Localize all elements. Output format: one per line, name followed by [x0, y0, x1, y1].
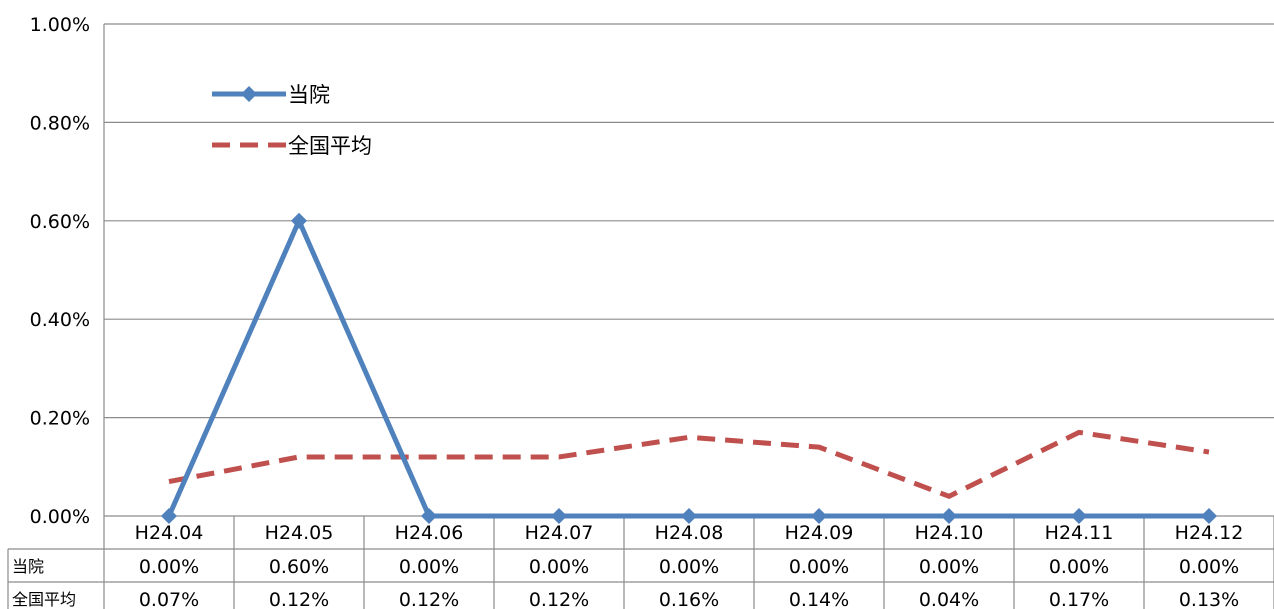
- x-category-label: H24.07: [525, 522, 594, 544]
- table-cell: 0.60%: [269, 556, 329, 578]
- data-table: H24.04 H24.05 H24.06 H24.07 H24.08 H24.09 H24.…: [7, 515, 1274, 609]
- table-row-header: 当院: [12, 557, 44, 576]
- series-point: [681, 508, 697, 524]
- table-cell: 0.00%: [659, 556, 719, 578]
- legend-marker: [241, 86, 257, 102]
- y-tick-label: 0.20%: [30, 408, 90, 430]
- series-point: [1071, 508, 1087, 524]
- table-cell: 0.00%: [529, 556, 589, 578]
- table-cell: 0.12%: [399, 589, 459, 609]
- table-cell: 0.00%: [139, 556, 199, 578]
- table-cell: 0.12%: [269, 589, 329, 609]
- x-category-label: H24.05: [265, 522, 334, 544]
- series-line: [168, 429, 1210, 499]
- series-point: [551, 508, 567, 524]
- x-category-label: H24.09: [785, 522, 854, 544]
- series-point: [1201, 508, 1217, 524]
- x-category-label: H24.04: [135, 522, 204, 544]
- table-cell: 0.00%: [789, 556, 849, 578]
- x-category-label: H24.10: [915, 522, 984, 544]
- series-line: [166, 218, 1209, 519]
- y-axis-ticks: 0.00% 0.20% 0.40% 0.60% 0.80% 1.00%: [30, 14, 90, 528]
- table-cell: 0.13%: [1179, 589, 1239, 609]
- legend-label: 当院: [288, 83, 330, 107]
- table-cell: 0.00%: [399, 556, 459, 578]
- series-point: [161, 508, 177, 524]
- x-category-label: H24.12: [1175, 522, 1244, 544]
- table-row-header: 全国平均: [12, 590, 76, 609]
- y-tick-label: 0.00%: [30, 506, 90, 528]
- x-category-label: H24.06: [395, 522, 464, 544]
- table-cell: 0.14%: [789, 589, 849, 609]
- series-point: [811, 508, 827, 524]
- y-tick-label: 0.40%: [30, 309, 90, 331]
- y-tick-label: 1.00%: [30, 14, 90, 36]
- legend-label: 全国平均: [288, 134, 372, 158]
- table-cell: 0.00%: [1049, 556, 1109, 578]
- table-cell: 0.12%: [529, 589, 589, 609]
- series-point: [421, 508, 437, 524]
- table-cell: 0.17%: [1049, 589, 1109, 609]
- x-category-label: H24.11: [1045, 522, 1114, 544]
- series-point: [941, 508, 957, 524]
- x-category-label: H24.08: [655, 522, 724, 544]
- series-point: [291, 212, 307, 229]
- y-tick-label: 0.80%: [30, 112, 90, 134]
- table-cell: 0.16%: [659, 589, 719, 609]
- table-cell: 0.04%: [919, 589, 979, 609]
- table-cell: 0.00%: [919, 556, 979, 578]
- series-layer: [161, 212, 1217, 524]
- table-cell: 0.07%: [139, 589, 199, 609]
- table-cell: 0.00%: [1179, 556, 1239, 578]
- y-tick-label: 0.60%: [30, 211, 90, 233]
